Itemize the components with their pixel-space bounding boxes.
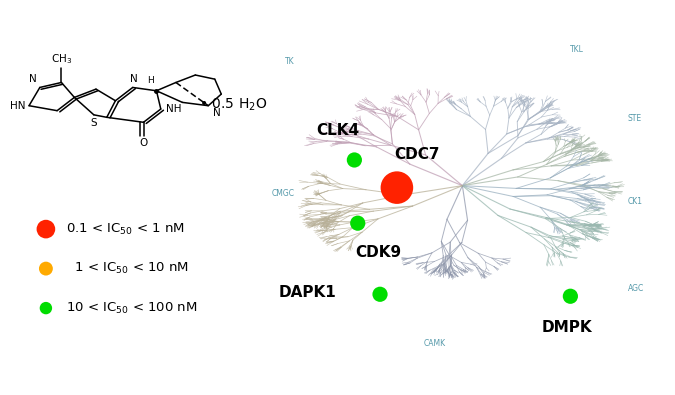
Text: • 0.5 H$_2$O: • 0.5 H$_2$O [199,96,267,113]
Text: CDK9: CDK9 [355,245,401,260]
Text: TK: TK [285,57,294,66]
Text: STE: STE [628,114,642,123]
Point [565,293,576,299]
Text: CK1: CK1 [628,197,643,206]
Point [392,184,402,191]
Point [352,220,363,226]
Text: 1 < IC$_{50}$ < 10 nM: 1 < IC$_{50}$ < 10 nM [66,261,189,276]
Text: CAMK: CAMK [424,339,446,348]
Text: 0.1 < IC$_{50}$ < 1 nM: 0.1 < IC$_{50}$ < 1 nM [66,222,185,237]
Text: S: S [90,118,97,128]
Point [349,157,360,163]
Point [375,291,385,297]
Text: DAPK1: DAPK1 [278,285,336,300]
Text: TKL: TKL [570,45,585,54]
Point [40,226,51,232]
Text: N: N [29,74,36,84]
Text: H: H [147,76,154,85]
Text: DMPK: DMPK [541,320,593,335]
Text: HN: HN [10,101,26,111]
Text: CDC7: CDC7 [394,147,440,162]
Point [40,265,51,272]
Text: CLK4: CLK4 [316,123,359,138]
Text: CMGC: CMGC [272,189,295,198]
Text: O: O [139,138,148,149]
Text: N: N [130,73,138,83]
Point [40,305,51,311]
Text: N: N [213,108,221,118]
Text: NH: NH [166,104,182,114]
Text: CH$_3$: CH$_3$ [51,52,72,66]
Text: 10 < IC$_{50}$ < 100 nM: 10 < IC$_{50}$ < 100 nM [66,301,198,316]
Text: AGC: AGC [628,284,644,293]
